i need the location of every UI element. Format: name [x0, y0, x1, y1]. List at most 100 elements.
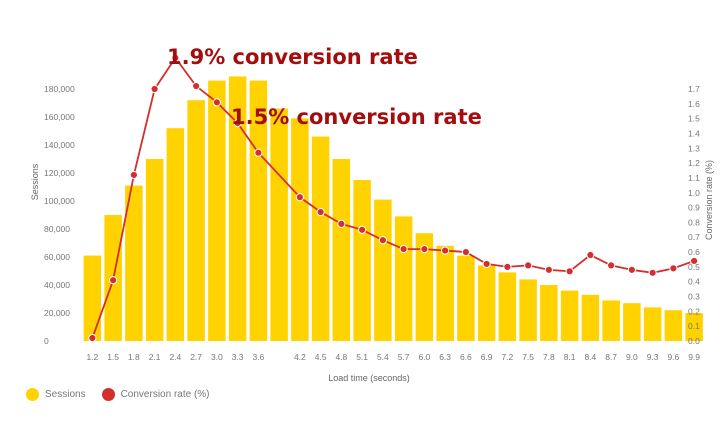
y2-tick-label: 0.0 — [688, 336, 700, 346]
bar-2.1 — [145, 159, 164, 341]
bar-8.7 — [602, 300, 620, 341]
x-tick-label: 3.0 — [211, 352, 223, 362]
conversion-point-2.7 — [192, 81, 201, 91]
legend-item-conversion[interactable]: Conversion rate (%) — [101, 388, 210, 401]
x-tick-label: 4.2 — [294, 352, 306, 362]
right-axis-ticks: 0.0 0.1 0.2 0.3 0.4 0.5 0.6 0.7 0.8 0.9 1.0 1.1 1.2 1… — [688, 84, 700, 346]
bar-1.2 — [83, 255, 102, 341]
conversion-point-4.8 — [337, 219, 346, 228]
legend: Sessions Conversion rate (%) — [26, 388, 218, 401]
left-axis-ticks: 0 20,000 40,000 60,000 80,000 100,000 120,000 1… — [44, 84, 75, 346]
conversion-point-3.6 — [254, 148, 263, 157]
legend-conversion-label: Conversion rate (%) — [120, 389, 210, 400]
bar-1.8 — [125, 185, 143, 341]
y2-tick-label: 1.0 — [688, 188, 700, 198]
x-tick-label: 4.8 — [335, 352, 347, 362]
conversion-point-4.5 — [316, 207, 325, 217]
conversion-point-1.2 — [88, 333, 97, 343]
bar-2.4 — [166, 128, 185, 341]
sessions-swatch-icon — [26, 388, 39, 401]
y2-tick-label: 0.6 — [688, 247, 700, 257]
x-axis-ticks: 1.2 1.5 1.8 2.1 2.4 2.7 3.0 3.3 3.6 4.2 4.5 4.8 5.1 5… — [86, 352, 700, 362]
conversion-point-6.3 — [441, 246, 450, 255]
x-tick-label: 9.0 — [626, 352, 638, 362]
y2-tick-label: 0.1 — [688, 321, 700, 331]
conversion-rate-line — [88, 53, 699, 343]
x-tick-label: 9.9 — [688, 352, 700, 362]
conversion-point-9.0 — [627, 265, 636, 274]
y-tick-label: 160,000 — [44, 112, 75, 122]
x-tick-label: 6.6 — [460, 352, 472, 362]
conversion-point-7.8 — [544, 265, 553, 274]
x-tick-label: 9.6 — [667, 352, 679, 362]
bar-8.1 — [560, 290, 579, 341]
x-tick-label: 7.2 — [501, 352, 513, 362]
legend-sessions-label: Sessions — [45, 389, 86, 400]
y2-tick-label: 1.2 — [688, 158, 700, 168]
y-tick-label: 20,000 — [44, 308, 70, 318]
y2-tick-label: 1.5 — [688, 114, 700, 124]
y2-tick-label: 0.3 — [688, 292, 700, 302]
y2-tick-label: 1.3 — [688, 143, 700, 153]
bar-3.0 — [208, 80, 226, 341]
y2-tick-label: 0.9 — [688, 203, 700, 213]
x-tick-label: 6.9 — [481, 352, 493, 362]
x-tick-label: 1.8 — [128, 352, 140, 362]
x-tick-label: 6.3 — [439, 352, 451, 362]
x-tick-label: 2.7 — [190, 352, 202, 362]
y2-axis-title: Conversion rate (%) — [704, 160, 714, 240]
y2-tick-label: 0.7 — [688, 232, 700, 242]
y-tick-label: 140,000 — [44, 140, 75, 150]
x-tick-label: 2.4 — [169, 352, 181, 362]
bar-4.5 — [311, 136, 330, 341]
bar-6.6 — [457, 255, 475, 341]
x-tick-label: 8.7 — [605, 352, 617, 362]
bar-9.6 — [664, 310, 683, 341]
x-tick-label: 8.1 — [564, 352, 576, 362]
x-tick-label: 3.6 — [252, 352, 264, 362]
y-tick-label: 120,000 — [44, 168, 75, 178]
bar-6.0 — [415, 233, 434, 341]
bar-5.1 — [353, 180, 371, 341]
y2-tick-label: 1.4 — [688, 128, 700, 138]
legend-item-sessions[interactable]: Sessions — [26, 388, 86, 401]
bar-9.9 — [685, 313, 703, 341]
conversion-point-4.2 — [295, 193, 304, 202]
y-tick-label: 80,000 — [44, 224, 70, 234]
conversion-point-3.0 — [212, 98, 221, 107]
y2-tick-label: 0.5 — [688, 262, 700, 272]
bar-7.8 — [540, 285, 558, 341]
conversion-point-5.4 — [378, 236, 387, 245]
conversion-point-8.1 — [565, 267, 574, 276]
conversion-point-2.1 — [150, 84, 159, 94]
conversion-point-6.9 — [482, 259, 491, 269]
x-tick-label: 1.5 — [107, 352, 119, 362]
x-tick-label: 6.0 — [418, 352, 430, 362]
y-tick-label: 0 — [44, 336, 49, 346]
y2-tick-label: 0.8 — [688, 217, 700, 227]
x-tick-label: 2.1 — [149, 352, 161, 362]
y-tick-label: 180,000 — [44, 84, 75, 94]
bar-6.9 — [477, 265, 496, 341]
y-tick-label: 100,000 — [44, 196, 75, 206]
conversion-point-1.8 — [129, 170, 138, 180]
y2-tick-label: 0.2 — [688, 306, 700, 316]
annotation-secondary: 1.5% conversion rate — [231, 105, 482, 129]
y-axis-title: Sessions — [30, 163, 40, 200]
x-tick-label: 8.4 — [584, 352, 596, 362]
bar-3.9 — [270, 108, 288, 341]
conversion-point-9.3 — [648, 268, 657, 277]
conversion-point-1.5 — [109, 276, 118, 285]
bar-3.3 — [228, 76, 247, 342]
bar-5.7 — [394, 216, 413, 341]
bar-4.2 — [291, 118, 309, 342]
bar-9.3 — [643, 307, 662, 341]
bar-8.4 — [581, 294, 600, 341]
x-tick-label: 5.1 — [356, 352, 368, 362]
bar-7.5 — [519, 279, 537, 341]
x-tick-label: 5.7 — [398, 352, 410, 362]
conversion-point-8.7 — [607, 261, 616, 270]
conversion-point-8.4 — [586, 250, 595, 260]
conversion-point-7.2 — [503, 262, 512, 271]
